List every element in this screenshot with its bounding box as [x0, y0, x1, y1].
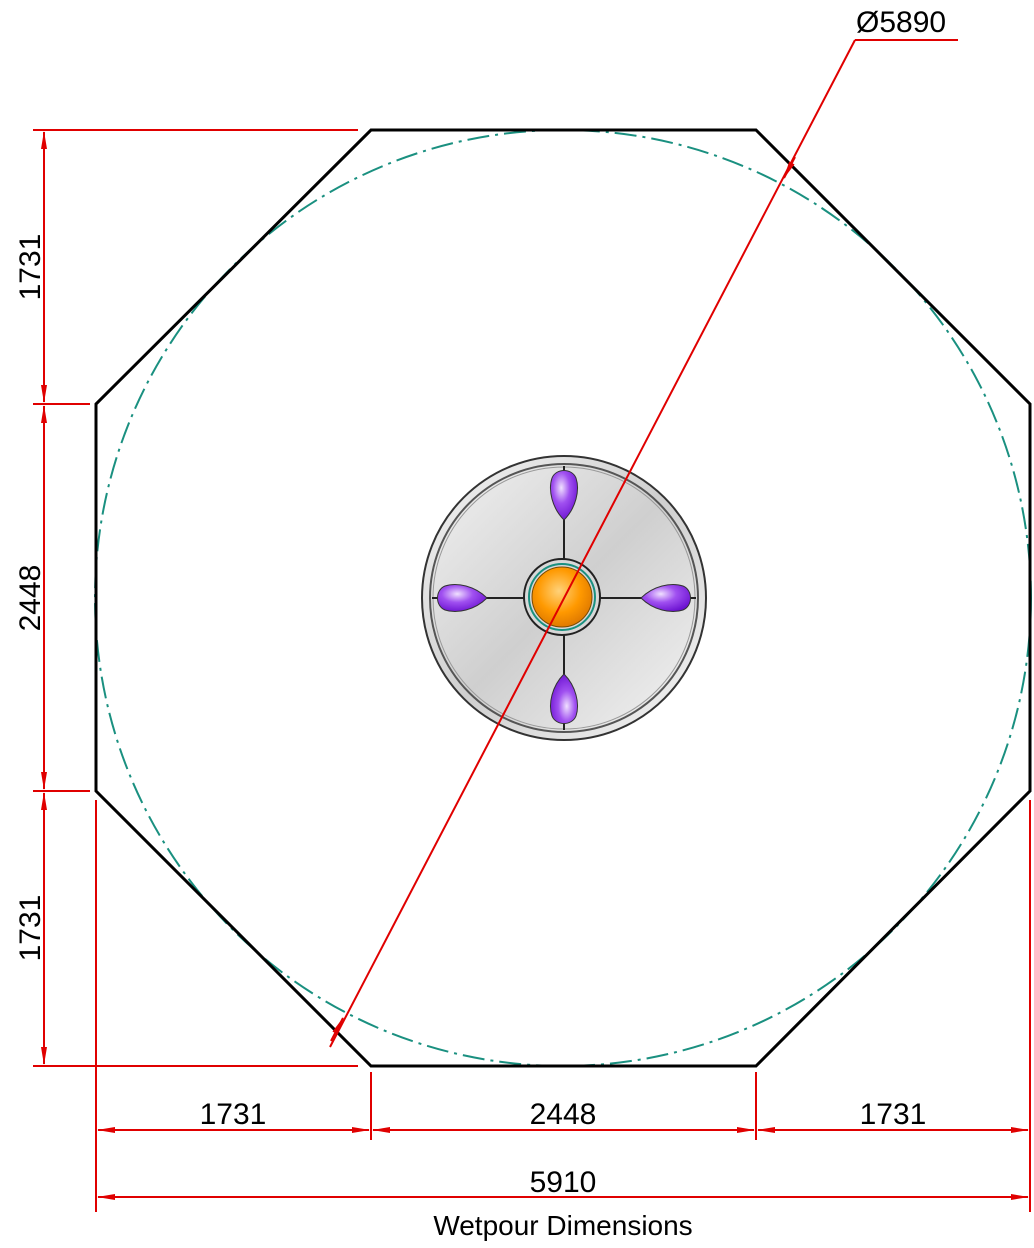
dim-left-middle: 2448	[14, 565, 47, 632]
dim-overall-width: 5910	[530, 1166, 597, 1199]
bottom-dimension-lines	[95, 800, 1031, 1212]
diameter-leader	[329, 39, 958, 1048]
dim-bottom-right: 1731	[860, 1098, 927, 1131]
wetpour-octagon	[94, 128, 1032, 1068]
dim-bottom-left: 1731	[200, 1098, 267, 1131]
seat-top	[550, 470, 578, 521]
hub-center	[531, 566, 593, 628]
dim-left-bottom: 1731	[14, 895, 47, 962]
diameter-label: Ø5890	[856, 6, 946, 39]
dim-bottom-middle: 2448	[530, 1098, 597, 1131]
dim-left-top: 1731	[14, 234, 47, 301]
seat-right	[640, 584, 691, 612]
left-dimension-lines	[33, 129, 358, 1067]
seat-left	[437, 584, 488, 612]
diagram-title: Wetpour Dimensions	[433, 1210, 692, 1241]
seat-bottom	[550, 673, 578, 724]
